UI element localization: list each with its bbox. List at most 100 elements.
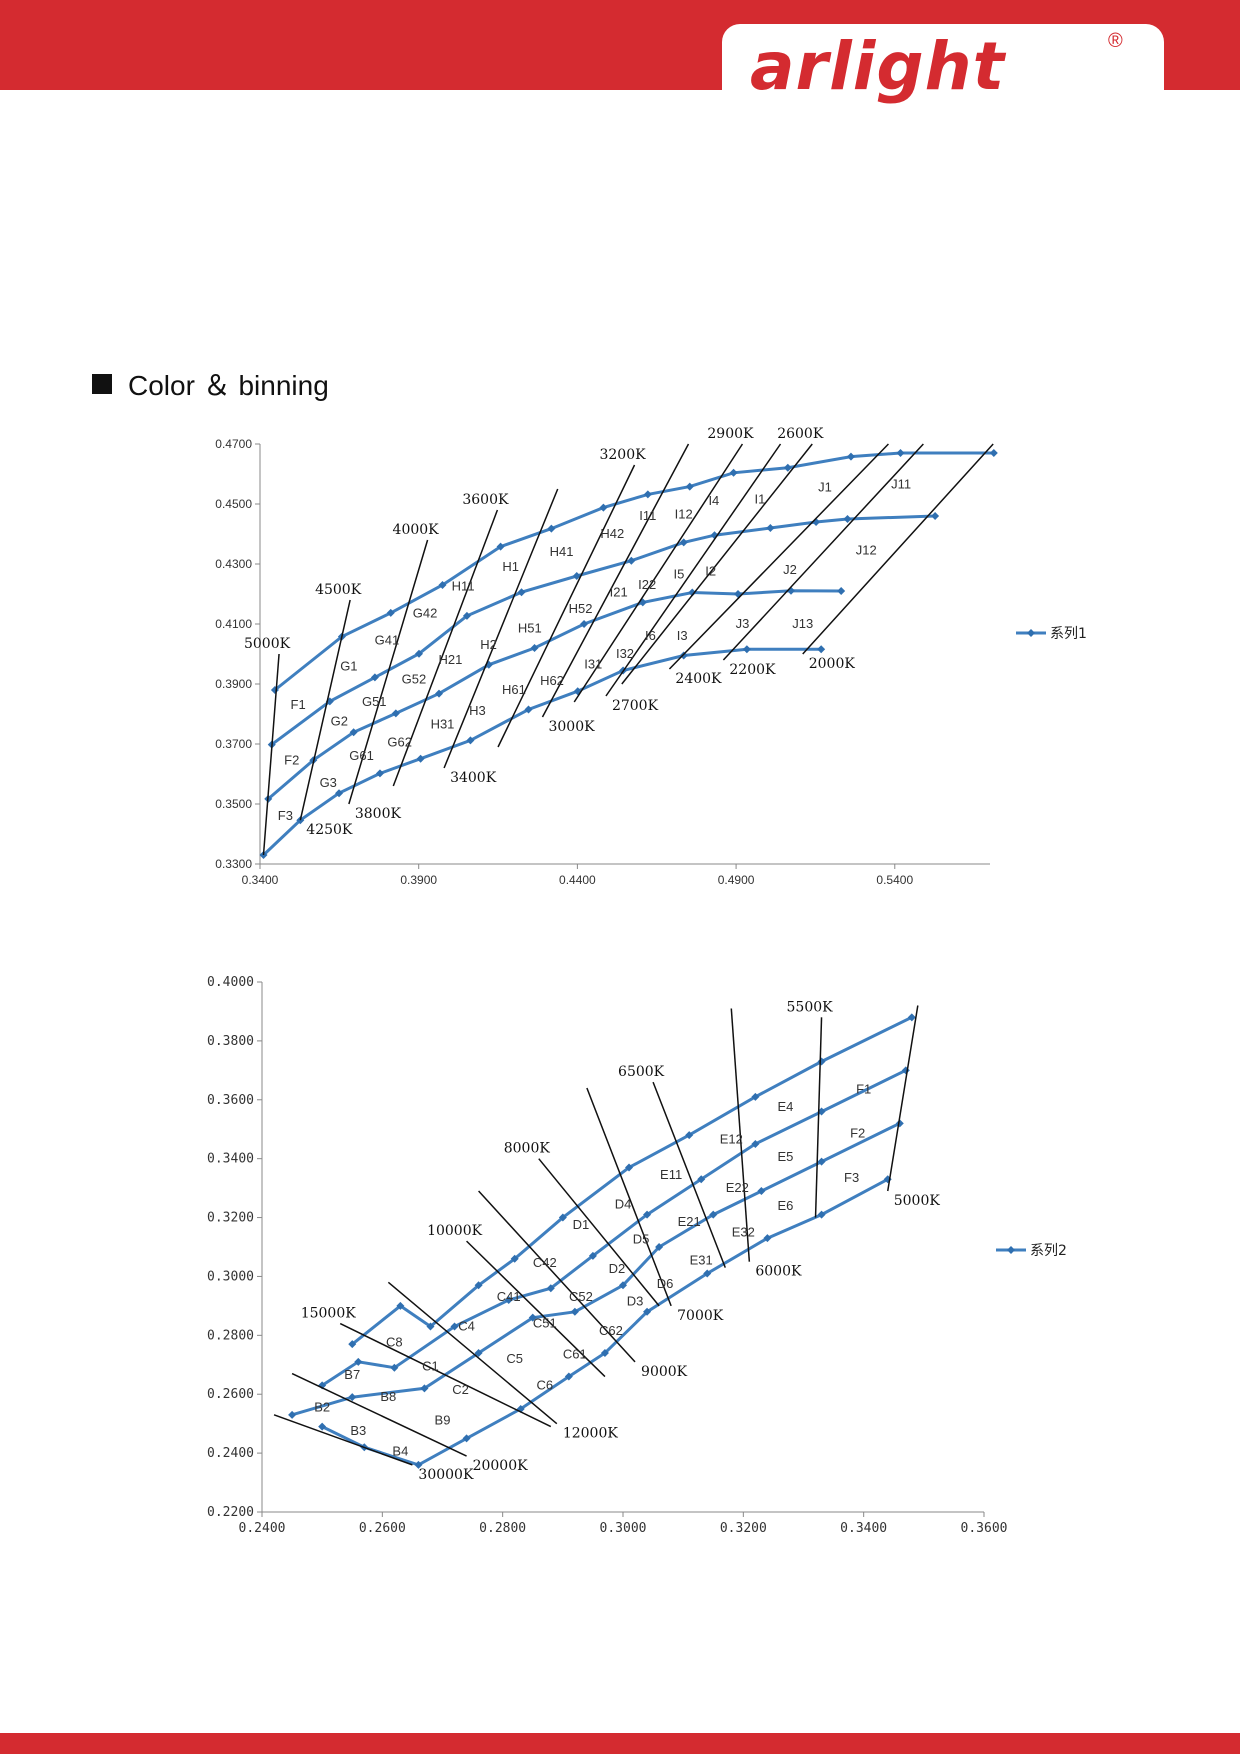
data-point [588, 1251, 597, 1260]
data-point [679, 538, 688, 547]
data-point [462, 1434, 471, 1443]
bin-label: H62 [540, 673, 564, 688]
data-point [318, 1422, 327, 1431]
isotherm-line [299, 599, 351, 821]
bin-label: I3 [677, 628, 688, 643]
bin-label: E4 [777, 1099, 793, 1114]
data-point [757, 1187, 766, 1196]
bin-label: E22 [726, 1180, 749, 1195]
x-tick-label: 0.5400 [876, 873, 913, 887]
bin-label: C41 [497, 1289, 521, 1304]
y-tick-label: 0.3700 [215, 737, 252, 751]
x-tick-label: 0.2400 [239, 1521, 286, 1536]
isotherm-label: 9000K [641, 1364, 688, 1380]
footer-band [0, 1733, 1240, 1754]
data-point [688, 588, 697, 597]
isotherm-label: 8000K [504, 1141, 551, 1157]
isotherm-line [443, 488, 559, 769]
bin-label: J2 [783, 562, 797, 577]
bin-label: H41 [550, 544, 574, 559]
data-point [709, 1210, 718, 1219]
data-point [703, 1269, 712, 1278]
x-tick-label: 0.2600 [359, 1521, 406, 1536]
data-point [907, 1013, 916, 1022]
data-point [783, 463, 792, 472]
isotherm-label: 3200K [599, 447, 646, 463]
bin-label: D4 [615, 1196, 632, 1211]
data-point [396, 1301, 405, 1310]
data-point [619, 1281, 627, 1290]
data-point [729, 468, 738, 477]
bin-label: G42 [413, 606, 438, 621]
isotherm-label: 2000K [809, 656, 856, 672]
bin-label: H11 [452, 579, 475, 594]
data-point [391, 709, 400, 718]
bin-label: J3 [736, 616, 750, 631]
bin-label: J13 [792, 616, 813, 631]
data-point [599, 503, 608, 512]
isotherm-line [273, 1414, 413, 1466]
bin-label: I12 [675, 507, 693, 522]
data-point [414, 1460, 423, 1469]
bin-label: I4 [708, 493, 719, 508]
bin-label: H3 [469, 703, 486, 718]
bin-label: D5 [633, 1232, 650, 1247]
data-point [415, 649, 424, 658]
bin-label: I22 [638, 577, 656, 592]
legend-label: 系列2 [1030, 1243, 1067, 1259]
data-point [643, 1210, 652, 1219]
bin-label: C6 [536, 1377, 553, 1392]
x-tick-label: 0.3400 [840, 1521, 887, 1536]
bin-label: B4 [392, 1444, 408, 1459]
y-tick-label: 0.3600 [207, 1093, 254, 1108]
bin-label: J12 [856, 543, 877, 558]
bin-label: I2 [705, 564, 716, 579]
data-point [474, 1349, 483, 1357]
chart-cool-white-binning: 0.22000.24000.26000.28000.30000.32000.34… [207, 975, 1067, 1536]
data-point [817, 1107, 826, 1116]
data-point [625, 1163, 634, 1172]
y-tick-label: 0.4300 [215, 557, 252, 571]
bin-label: I1 [754, 492, 765, 507]
bin-label: E21 [678, 1214, 701, 1229]
bin-label: I32 [616, 646, 634, 661]
y-tick-label: 0.4500 [215, 497, 252, 511]
data-point [733, 590, 742, 598]
data-point [685, 1131, 694, 1140]
bin-label: E5 [777, 1149, 793, 1164]
data-point [742, 645, 751, 654]
isotherm-label: 6500K [618, 1064, 665, 1080]
y-tick-label: 0.3400 [207, 1152, 254, 1167]
isotherm-line [668, 443, 889, 670]
bin-label: G52 [402, 672, 427, 687]
bin-label: E32 [732, 1224, 755, 1239]
bin-label: D3 [627, 1293, 644, 1308]
bin-label: E12 [720, 1132, 743, 1147]
data-point [751, 1092, 760, 1101]
isotherm-label: 15000K [301, 1306, 357, 1322]
bin-label: C42 [533, 1255, 557, 1270]
bin-label: H1 [502, 559, 519, 574]
data-point [627, 556, 636, 565]
x-tick-label: 0.4900 [718, 873, 755, 887]
data-point [763, 1234, 772, 1243]
data-point [766, 524, 775, 532]
isotherm-line [466, 1240, 606, 1378]
isotherm-line [802, 443, 994, 655]
data-point [989, 449, 998, 457]
series-curve [262, 647, 822, 857]
bin-label: C51 [533, 1316, 557, 1331]
data-point [896, 449, 905, 457]
data-point [386, 608, 395, 617]
data-point [318, 1381, 327, 1390]
y-tick-label: 0.2400 [207, 1446, 254, 1461]
x-tick-label: 0.3200 [720, 1521, 767, 1536]
bin-label: B9 [435, 1413, 451, 1428]
isotherm-label: 6000K [755, 1264, 802, 1280]
square-bullet-icon [92, 374, 112, 394]
data-point [572, 572, 581, 580]
data-point [817, 1210, 826, 1219]
isotherm-line [387, 1281, 558, 1425]
bin-label: D2 [609, 1261, 626, 1276]
y-tick-label: 0.3900 [215, 677, 252, 691]
